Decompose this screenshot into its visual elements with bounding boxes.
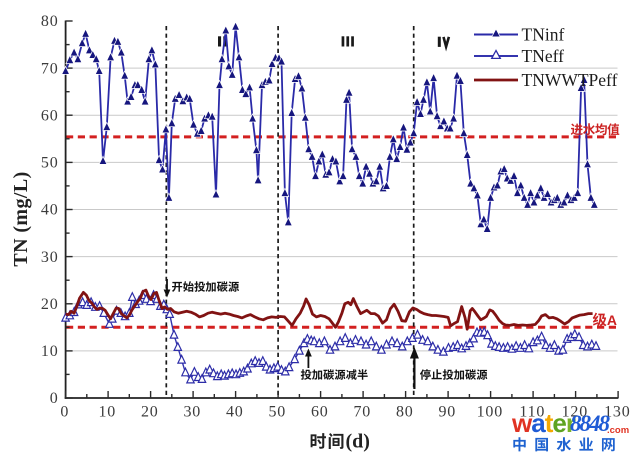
svg-text:50: 50 [268, 404, 286, 421]
svg-text:60: 60 [311, 404, 329, 421]
svg-text:8848: 8848 [570, 411, 611, 436]
svg-text:20: 20 [41, 296, 59, 313]
svg-text:30: 30 [183, 404, 201, 421]
svg-text:A: A [607, 312, 617, 328]
svg-text:80: 80 [396, 404, 414, 421]
svg-text:10: 10 [98, 404, 116, 421]
svg-text:60: 60 [41, 108, 59, 125]
svg-text:20: 20 [141, 404, 159, 421]
svg-text:40: 40 [226, 404, 244, 421]
svg-text:40: 40 [41, 202, 59, 219]
svg-text:0: 0 [60, 404, 69, 421]
svg-text:TNeff: TNeff [522, 46, 565, 66]
svg-text:110: 110 [519, 404, 545, 421]
svg-text:water: water [511, 408, 576, 438]
svg-text:130: 130 [604, 404, 630, 421]
svg-text:.com: .com [607, 425, 629, 436]
svg-text:50: 50 [41, 155, 59, 172]
svg-text:100: 100 [477, 404, 503, 421]
svg-text:(d): (d) [346, 431, 370, 453]
svg-text:TNinf: TNinf [522, 25, 565, 45]
svg-text:10: 10 [41, 343, 59, 360]
svg-text:70: 70 [41, 60, 59, 77]
svg-text:120: 120 [562, 404, 588, 421]
svg-text:TNWWTPeff: TNWWTPeff [522, 70, 618, 90]
svg-text:TN (mg/L): TN (mg/L) [10, 171, 32, 266]
svg-text:0: 0 [50, 390, 59, 407]
svg-text:80: 80 [41, 13, 59, 30]
svg-text:90: 90 [438, 404, 456, 421]
svg-text:30: 30 [41, 249, 59, 266]
svg-text:70: 70 [353, 404, 371, 421]
